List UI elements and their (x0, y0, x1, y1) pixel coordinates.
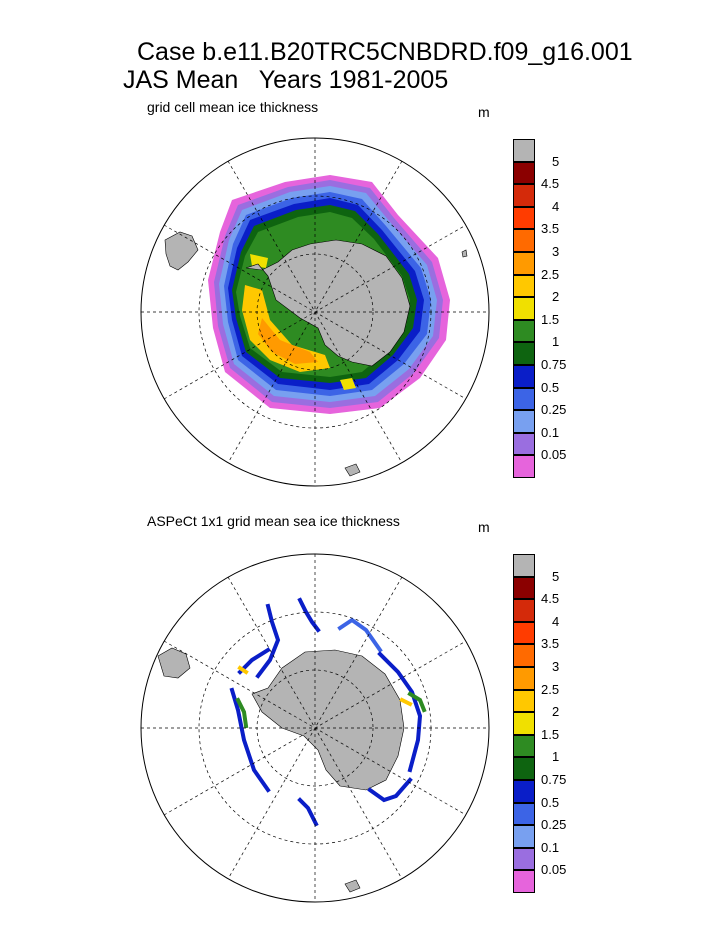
colorbar-1-label: 0.1 (541, 424, 560, 440)
colorbar-1-swatch (513, 252, 535, 275)
colorbar-1-swatch (513, 319, 535, 343)
colorbar-2-swatch (513, 870, 535, 893)
ice-band-2.5 (258, 318, 318, 364)
colorbar-1-swatch (513, 206, 535, 230)
ice-band-2 (242, 285, 330, 372)
aspect-ship-tracks (229, 597, 427, 827)
colorbar-1: 5 4.5 4 3.5 3 2.5 2 1.5 1 0.75 0.5 0.25 0.1 0.05 (513, 139, 566, 478)
colorbar-2-label: 2 (552, 704, 560, 720)
colorbar-2-label: 0.05 (541, 862, 567, 878)
colorbar-2-swatch (513, 576, 535, 600)
panel1-map (164, 175, 468, 477)
colorbar-1-swatch (513, 229, 535, 252)
figure-title-line1: Case b.e11.B20TRC5CNBDRD.f09_g16.001 (137, 38, 633, 66)
colorbar-1-label: 3.5 (541, 221, 560, 237)
colorbar-1-label: 1 (552, 334, 560, 350)
colorbar-1-label: 0.25 (541, 402, 567, 418)
colorbar-2-swatch (513, 644, 535, 667)
colorbar-1-label: 5 (552, 153, 560, 169)
colorbar-1-swatch (513, 432, 535, 456)
colorbar-2-label: 0.75 (541, 772, 567, 787)
colorbar-2-swatch (513, 734, 535, 758)
colorbar-1-swatch (513, 342, 535, 365)
colorbar-2-label: 1.5 (541, 726, 560, 742)
colorbar-2-swatch (513, 667, 535, 690)
colorbar-2-label: 1 (552, 749, 560, 765)
colorbar-1-label: 0.05 (541, 447, 567, 463)
colorbar-1-swatch (513, 161, 535, 185)
colorbar-1-swatch (513, 410, 535, 433)
colorbar-2-swatch (513, 689, 535, 713)
colorbar-1-swatch (513, 274, 535, 298)
colorbar-1-swatch (513, 184, 535, 207)
colorbar-1-swatch (513, 365, 535, 388)
colorbar-2-label: 4 (552, 613, 560, 629)
panel2-map (157, 597, 427, 893)
panel1-map-border (140, 137, 490, 487)
colorbar-1-label: 3 (552, 244, 560, 259)
antarctica-land-2 (251, 649, 405, 791)
colorbar-2-swatch (513, 621, 535, 645)
panel2-unit: m (478, 519, 490, 535)
panel1-graticule (141, 138, 489, 486)
colorbar-1-label: 4.5 (541, 176, 560, 192)
colorbar-2-swatch (513, 802, 535, 826)
colorbar-1-swatch (513, 297, 535, 320)
colorbar-2-label: 2.5 (541, 681, 560, 697)
south-america-land-2 (157, 647, 191, 679)
figure-title-line2: JAS Mean Years 1981-2005 (123, 66, 449, 94)
antarctica-land (245, 239, 411, 367)
colorbar-2-swatch (513, 825, 535, 848)
colorbar-1-swatch (513, 455, 535, 478)
colorbar-1-label: 0.5 (541, 379, 560, 395)
island-land-2 (344, 879, 361, 893)
colorbar-1-label: 2 (552, 289, 560, 305)
colorbar-1-swatch (513, 139, 535, 162)
island-land (344, 249, 468, 477)
colorbar-2-label: 5 (552, 568, 560, 584)
colorbar-2: 5 4.5 4 3.5 3 2.5 2 1.5 1 0.75 0.5 0.25 0.1 0.05 (513, 554, 566, 893)
south-america-land (164, 231, 199, 271)
colorbar-2-swatch (513, 554, 535, 577)
panel2-graticule (141, 554, 489, 902)
panel2-map-border (140, 553, 490, 903)
colorbar-2-label: 3.5 (541, 636, 560, 652)
colorbar-2-swatch (513, 599, 535, 622)
colorbar-2-swatch (513, 847, 535, 871)
colorbar-1-label: 0.75 (541, 357, 567, 372)
colorbar-2-swatch (513, 780, 535, 803)
colorbar-1-label: 2.5 (541, 266, 560, 282)
panel1-unit: m (478, 104, 490, 120)
colorbar-2-label: 0.25 (541, 817, 567, 833)
colorbar-2-swatch (513, 757, 535, 780)
colorbar-2-label: 0.5 (541, 794, 560, 810)
colorbar-1-swatch (513, 387, 535, 411)
panel1-subtitle: grid cell mean ice thickness (147, 99, 319, 115)
colorbar-2-swatch (513, 712, 535, 735)
colorbar-2-label: 4.5 (541, 591, 560, 607)
panel2-subtitle: ASPeCt 1x1 grid mean sea ice thickness (147, 513, 400, 529)
colorbar-2-label: 0.1 (541, 839, 560, 855)
colorbar-2-label: 3 (552, 659, 560, 674)
colorbar-1-label: 4 (552, 198, 560, 214)
colorbar-1-label: 1.5 (541, 311, 560, 327)
